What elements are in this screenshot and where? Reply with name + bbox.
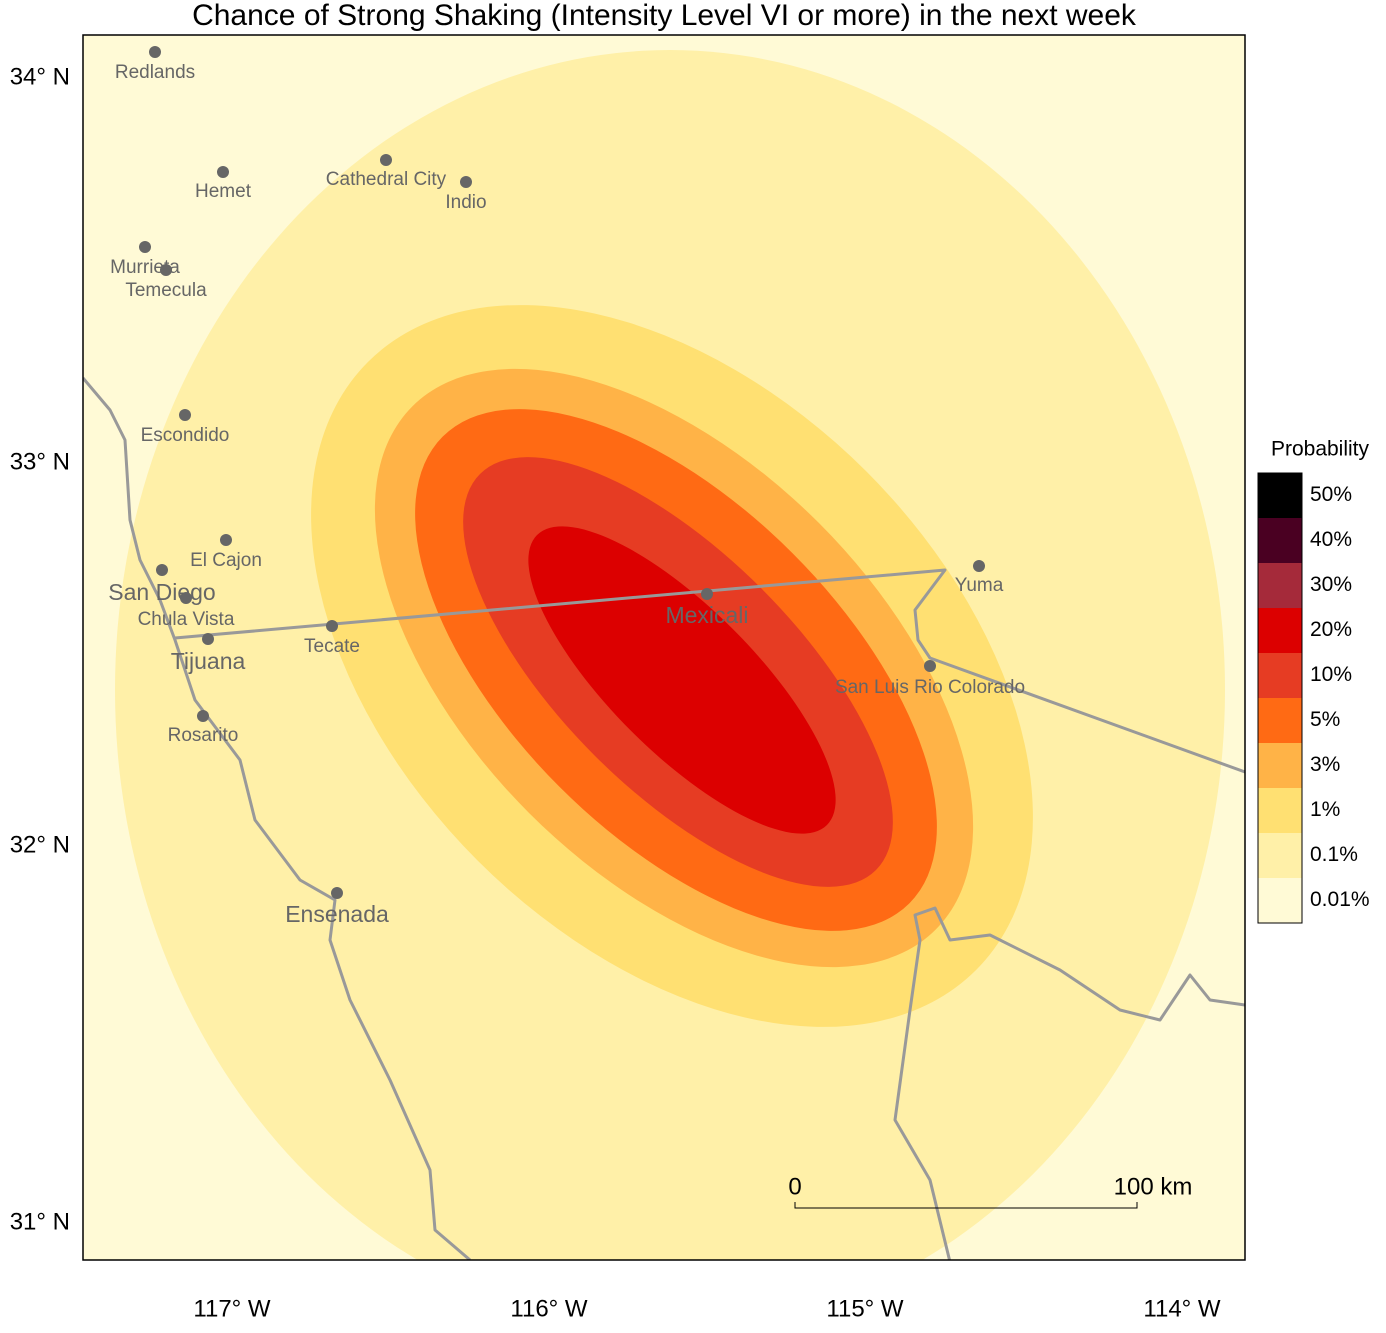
legend-label: 20% [1310, 618, 1352, 641]
coastline [893, 906, 1245, 1260]
city-label: Yuma [955, 575, 1004, 596]
legend-title: Probability [1271, 438, 1370, 461]
legend-label: 40% [1310, 528, 1352, 551]
city-dot [460, 176, 472, 188]
city-label: Hemet [195, 181, 252, 202]
cities: Redlands Hemet Cathedral City Indio Murr… [108, 46, 1025, 927]
lon-label: 117° W [193, 1295, 271, 1322]
city-label: El Cajon [190, 550, 262, 571]
scale-label: 0 [788, 1173, 801, 1200]
city-dot [220, 534, 232, 546]
legend-swatch [1258, 878, 1302, 923]
city-dot [160, 264, 172, 276]
city-label: Ensenada [285, 901, 389, 927]
city-label: Tecate [304, 636, 360, 657]
lon-axis: 117° W 116° W 115° W 114° W [193, 1295, 1221, 1322]
scale-bar: 0 100 km [788, 1173, 1193, 1209]
city-label: Temecula [125, 280, 207, 301]
city-dot [180, 592, 192, 604]
city-label: Redlands [115, 62, 195, 83]
lon-label: 115° W [826, 1295, 904, 1322]
city-dot [202, 633, 214, 645]
contour [528, 526, 836, 834]
lon-label: 114° W [1143, 1295, 1221, 1322]
legend-swatch [1258, 833, 1302, 878]
lon-label: 116° W [510, 1295, 588, 1322]
lat-axis: 34° N 33° N 32° N 31° N [10, 63, 70, 1235]
city-dot [156, 564, 168, 576]
legend-label: 1% [1310, 798, 1340, 821]
city-label: San Luis Rio Colorado [835, 677, 1025, 698]
city-dot [217, 166, 229, 178]
city-label: Rosarito [168, 725, 239, 746]
legend-label: 3% [1310, 753, 1340, 776]
scale-line [794, 1202, 1138, 1209]
legend-label: 5% [1310, 708, 1340, 731]
legend-swatch [1258, 608, 1302, 653]
city-label: Chula Vista [138, 609, 235, 630]
scale-label: 100 km [1114, 1173, 1193, 1200]
lat-label: 34° N [10, 63, 70, 90]
city-dot [326, 620, 338, 632]
legend-frame [1257, 472, 1303, 924]
legend-swatch [1258, 563, 1302, 608]
legend-swatch [1258, 518, 1302, 563]
city-dot [331, 887, 343, 899]
city-label: Cathedral City [326, 169, 447, 190]
coastline [83, 377, 471, 1260]
legend-swatch [1258, 698, 1302, 743]
city-dot [197, 710, 209, 722]
city-dot [380, 154, 392, 166]
city-dot [179, 409, 191, 421]
lat-label: 31° N [10, 1208, 70, 1235]
legend-swatch [1258, 473, 1302, 518]
map-frame [82, 34, 1246, 1261]
lat-label: 32° N [10, 831, 70, 858]
legend-label: 30% [1310, 573, 1352, 596]
border [174, 568, 1245, 774]
city-dot [139, 241, 151, 253]
legend: Probability 50% 40% 30% 20% 10% 5% 3% 1% 0.1% 0.0… [1257, 438, 1370, 924]
legend-label: 0.01% [1310, 888, 1370, 911]
city-dot [701, 588, 713, 600]
legend-label: 50% [1310, 483, 1352, 506]
city-label: San Diego [108, 579, 215, 605]
city-label: Tijuana [171, 648, 246, 674]
legend-swatch [1258, 743, 1302, 788]
legend-swatch [1258, 653, 1302, 698]
city-label: Mexicali [665, 602, 748, 628]
city-dot [149, 46, 161, 58]
city-dot [924, 660, 936, 672]
city-label: Escondido [141, 425, 230, 446]
lat-label: 33° N [10, 448, 70, 475]
legend-label: 0.1% [1310, 843, 1358, 866]
city-label: Indio [445, 192, 486, 213]
legend-label: 10% [1310, 663, 1352, 686]
map-area [83, 35, 1245, 1260]
map-title: Chance of Strong Shaking (Intensity Leve… [192, 0, 1137, 32]
legend-swatch [1258, 788, 1302, 833]
city-dot [973, 560, 985, 572]
